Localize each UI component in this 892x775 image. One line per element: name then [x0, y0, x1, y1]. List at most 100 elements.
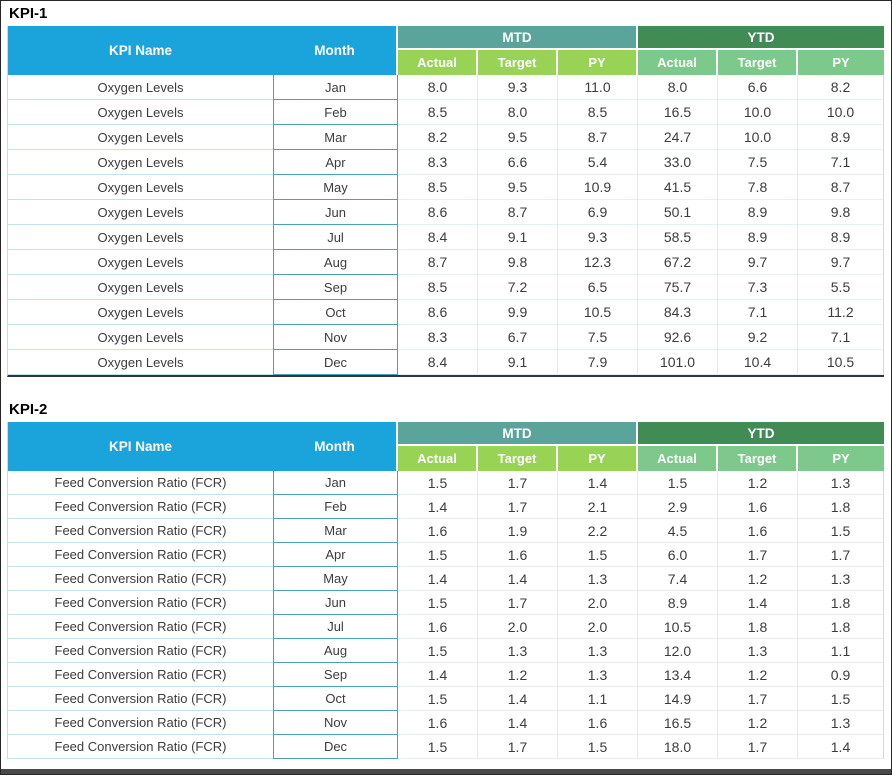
- month-cell[interactable]: Mar: [273, 125, 398, 150]
- ytd-actual-cell[interactable]: 4.5: [638, 519, 718, 543]
- mtd-py-cell[interactable]: 8.7: [558, 125, 638, 150]
- ytd-py-cell[interactable]: 7.1: [798, 325, 884, 350]
- mtd-target-cell[interactable]: 1.7: [478, 735, 558, 759]
- ytd-target-cell[interactable]: 1.2: [718, 711, 798, 735]
- ytd-actual-cell[interactable]: 2.9: [638, 495, 718, 519]
- ytd-py-cell[interactable]: 1.7: [798, 543, 884, 567]
- mtd-target-cell[interactable]: 9.8: [478, 250, 558, 275]
- kpi-name-cell[interactable]: Feed Conversion Ratio (FCR): [8, 471, 273, 495]
- ytd-actual-cell[interactable]: 1.5: [638, 471, 718, 495]
- month-cell[interactable]: Jun: [273, 200, 398, 225]
- mtd-actual-cell[interactable]: 8.5: [398, 100, 478, 125]
- mtd-actual-cell[interactable]: 1.5: [398, 591, 478, 615]
- ytd-actual-cell[interactable]: 84.3: [638, 300, 718, 325]
- mtd-target-cell[interactable]: 9.5: [478, 175, 558, 200]
- ytd-target-cell[interactable]: 8.9: [718, 200, 798, 225]
- mtd-target-cell[interactable]: 7.2: [478, 275, 558, 300]
- kpi-name-cell[interactable]: Oxygen Levels: [8, 100, 273, 125]
- subheader-mtd-py[interactable]: PY: [558, 444, 638, 471]
- month-cell[interactable]: Jun: [273, 591, 398, 615]
- ytd-actual-cell[interactable]: 16.5: [638, 711, 718, 735]
- mtd-target-cell[interactable]: 8.7: [478, 200, 558, 225]
- ytd-target-cell[interactable]: 7.3: [718, 275, 798, 300]
- ytd-target-cell[interactable]: 1.7: [718, 687, 798, 711]
- month-cell[interactable]: Sep: [273, 275, 398, 300]
- ytd-py-cell[interactable]: 1.5: [798, 687, 884, 711]
- mtd-actual-cell[interactable]: 1.5: [398, 471, 478, 495]
- kpi-name-cell[interactable]: Oxygen Levels: [8, 250, 273, 275]
- group-header-mtd[interactable]: MTD: [398, 26, 638, 48]
- ytd-target-cell[interactable]: 9.7: [718, 250, 798, 275]
- ytd-target-cell[interactable]: 10.0: [718, 125, 798, 150]
- ytd-py-cell[interactable]: 5.5: [798, 275, 884, 300]
- mtd-actual-cell[interactable]: 8.5: [398, 175, 478, 200]
- ytd-target-cell[interactable]: 7.8: [718, 175, 798, 200]
- kpi-name-cell[interactable]: Feed Conversion Ratio (FCR): [8, 543, 273, 567]
- ytd-actual-cell[interactable]: 18.0: [638, 735, 718, 759]
- month-cell[interactable]: Jul: [273, 615, 398, 639]
- ytd-target-cell[interactable]: 10.0: [718, 100, 798, 125]
- ytd-py-cell[interactable]: 9.8: [798, 200, 884, 225]
- subheader-mtd-actual[interactable]: Actual: [398, 444, 478, 471]
- mtd-actual-cell[interactable]: 8.7: [398, 250, 478, 275]
- kpi-name-cell[interactable]: Oxygen Levels: [8, 300, 273, 325]
- kpi-name-cell[interactable]: Oxygen Levels: [8, 275, 273, 300]
- mtd-py-cell[interactable]: 7.9: [558, 350, 638, 375]
- mtd-target-cell[interactable]: 1.2: [478, 663, 558, 687]
- mtd-py-cell[interactable]: 5.4: [558, 150, 638, 175]
- ytd-actual-cell[interactable]: 24.7: [638, 125, 718, 150]
- mtd-target-cell[interactable]: 9.1: [478, 225, 558, 250]
- month-cell[interactable]: Nov: [273, 325, 398, 350]
- kpi-name-cell[interactable]: Oxygen Levels: [8, 225, 273, 250]
- ytd-target-cell[interactable]: 9.2: [718, 325, 798, 350]
- kpi-name-cell[interactable]: Oxygen Levels: [8, 75, 273, 100]
- ytd-target-cell[interactable]: 1.6: [718, 519, 798, 543]
- ytd-py-cell[interactable]: 8.7: [798, 175, 884, 200]
- mtd-py-cell[interactable]: 1.5: [558, 735, 638, 759]
- month-cell[interactable]: Aug: [273, 639, 398, 663]
- ytd-target-cell[interactable]: 10.4: [718, 350, 798, 375]
- subheader-mtd-target[interactable]: Target: [478, 444, 558, 471]
- month-cell[interactable]: Jan: [273, 471, 398, 495]
- ytd-target-cell[interactable]: 8.9: [718, 225, 798, 250]
- month-cell[interactable]: Jul: [273, 225, 398, 250]
- kpi-name-cell[interactable]: Feed Conversion Ratio (FCR): [8, 711, 273, 735]
- mtd-target-cell[interactable]: 1.4: [478, 711, 558, 735]
- mtd-actual-cell[interactable]: 1.5: [398, 543, 478, 567]
- kpi-name-cell[interactable]: Oxygen Levels: [8, 150, 273, 175]
- kpi-name-cell[interactable]: Feed Conversion Ratio (FCR): [8, 591, 273, 615]
- ytd-py-cell[interactable]: 7.1: [798, 150, 884, 175]
- mtd-target-cell[interactable]: 1.7: [478, 471, 558, 495]
- ytd-actual-cell[interactable]: 12.0: [638, 639, 718, 663]
- mtd-actual-cell[interactable]: 8.2: [398, 125, 478, 150]
- mtd-py-cell[interactable]: 11.0: [558, 75, 638, 100]
- ytd-actual-cell[interactable]: 50.1: [638, 200, 718, 225]
- mtd-target-cell[interactable]: 1.7: [478, 591, 558, 615]
- ytd-py-cell[interactable]: 1.3: [798, 471, 884, 495]
- ytd-py-cell[interactable]: 1.4: [798, 735, 884, 759]
- ytd-target-cell[interactable]: 1.2: [718, 663, 798, 687]
- mtd-actual-cell[interactable]: 8.6: [398, 200, 478, 225]
- mtd-target-cell[interactable]: 9.3: [478, 75, 558, 100]
- ytd-py-cell[interactable]: 11.2: [798, 300, 884, 325]
- group-header-mtd[interactable]: MTD: [398, 422, 638, 444]
- group-header-ytd[interactable]: YTD: [638, 26, 884, 48]
- mtd-actual-cell[interactable]: 1.4: [398, 567, 478, 591]
- mtd-py-cell[interactable]: 1.6: [558, 711, 638, 735]
- kpi-name-cell[interactable]: Feed Conversion Ratio (FCR): [8, 519, 273, 543]
- ytd-py-cell[interactable]: 1.8: [798, 591, 884, 615]
- ytd-actual-cell[interactable]: 41.5: [638, 175, 718, 200]
- mtd-py-cell[interactable]: 10.5: [558, 300, 638, 325]
- mtd-py-cell[interactable]: 1.3: [558, 639, 638, 663]
- mtd-actual-cell[interactable]: 1.6: [398, 519, 478, 543]
- mtd-target-cell[interactable]: 2.0: [478, 615, 558, 639]
- ytd-target-cell[interactable]: 1.2: [718, 567, 798, 591]
- mtd-actual-cell[interactable]: 8.6: [398, 300, 478, 325]
- kpi-name-cell[interactable]: Feed Conversion Ratio (FCR): [8, 735, 273, 759]
- ytd-target-cell[interactable]: 7.1: [718, 300, 798, 325]
- subheader-ytd-py[interactable]: PY: [798, 444, 884, 471]
- mtd-target-cell[interactable]: 6.6: [478, 150, 558, 175]
- subheader-ytd-target[interactable]: Target: [718, 444, 798, 471]
- subheader-mtd-py[interactable]: PY: [558, 48, 638, 75]
- mtd-py-cell[interactable]: 10.9: [558, 175, 638, 200]
